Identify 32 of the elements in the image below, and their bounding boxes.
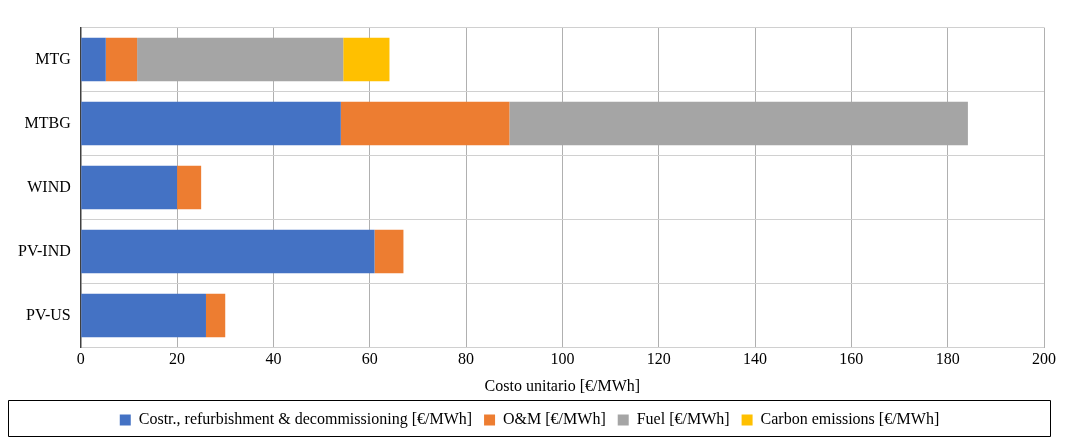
x-tick-label: 20 [169,350,186,368]
bar [374,229,404,274]
y-tick-label: PV-US [25,305,71,323]
y-tick-label: MTG [35,49,72,67]
legend-label: Carbon emissions [€/MWh] [760,410,940,428]
bar [81,293,206,338]
x-tick-label: 180 [935,350,960,368]
x-axis-title: Costo unitario [€/MWh] [484,376,641,394]
x-tick-label: 200 [1032,350,1056,368]
bar [205,293,226,338]
legend-label: Costr., refurbishment & decommissioning [€/MWh] [138,410,473,429]
bar [81,165,178,210]
legend-label: Fuel [€/MWh] [636,410,730,428]
y-tick-label: WIND [27,177,71,195]
bar [340,101,510,146]
bar [343,37,390,82]
x-tick-label: 140 [743,350,768,368]
y-tick-label: PV-IND [18,241,71,259]
bar [177,165,202,210]
x-tick-label: 0 [76,350,85,368]
x-tick-label: 100 [550,350,575,368]
bar [81,229,375,274]
bar [81,101,341,146]
x-tick-label: 160 [839,350,864,368]
x-tick-label: 120 [646,350,671,368]
x-tick-label: 80 [458,350,475,368]
bar [105,37,138,82]
bar [81,37,106,82]
x-tick-label: 60 [361,350,378,368]
legend-label: O&M [€/MWh] [503,410,606,428]
y-tick-label: MTBG [24,113,72,131]
x-tick-label: 40 [265,350,282,368]
